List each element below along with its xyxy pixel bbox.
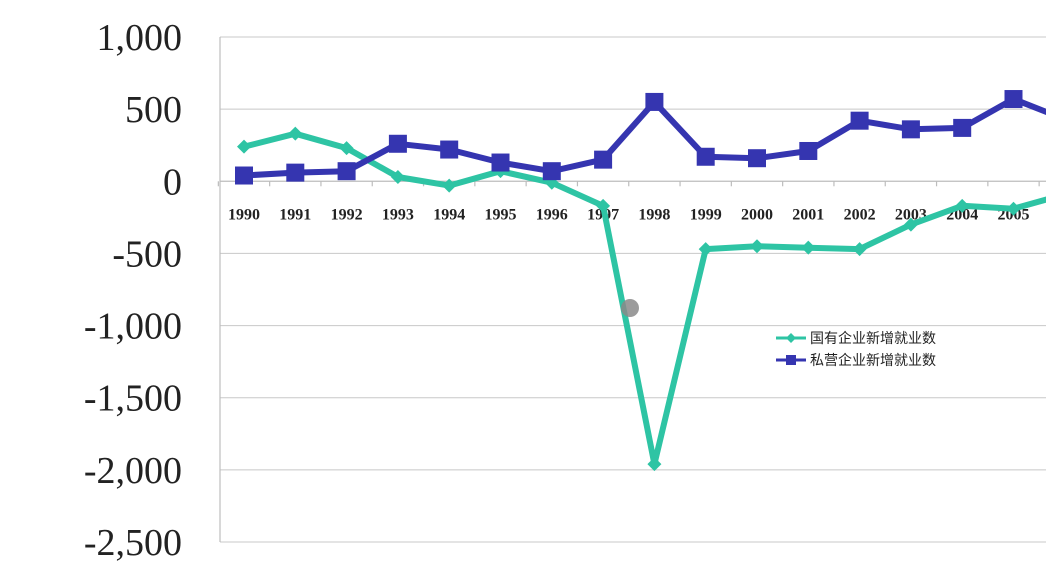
data-point: [696, 147, 715, 166]
data-point: [1006, 201, 1021, 216]
data-point: [596, 198, 611, 213]
data-point: [594, 150, 613, 169]
y-tick-label: 500: [125, 89, 182, 131]
data-point: [442, 178, 457, 193]
x-tick-label: 1994: [433, 206, 465, 223]
legend-marker: [786, 355, 796, 365]
data-point: [799, 141, 818, 160]
x-tick-label: 1992: [331, 206, 363, 223]
data-point: [237, 139, 251, 154]
x-tick-label: 1995: [485, 206, 517, 223]
data-point: [339, 141, 354, 156]
data-point: [953, 118, 972, 137]
y-tick-label: -2,000: [84, 450, 182, 492]
x-tick-label: 1991: [279, 206, 311, 223]
x-tick-label: 1993: [382, 206, 414, 223]
data-point: [235, 166, 253, 185]
series-line-1: [241, 96, 1046, 179]
x-tick-label: 2001: [792, 206, 824, 223]
axes: [217, 37, 1046, 542]
data-point: [337, 162, 356, 181]
y-tick-label: -500: [112, 233, 182, 275]
grid-lines: [220, 36, 1046, 543]
data-point: [491, 153, 510, 172]
y-tick-label: 1,000: [97, 17, 183, 59]
data-point: [801, 240, 816, 255]
data-point: [440, 140, 459, 159]
x-tick-label: 1996: [536, 206, 568, 223]
x-tick-label: 1999: [690, 206, 722, 223]
data-point: [647, 457, 662, 472]
data-point: [388, 134, 407, 153]
y-tick-label: -2,500: [84, 522, 182, 564]
y-tick-label: -1,500: [84, 378, 182, 420]
data-point: [955, 198, 970, 213]
data-point: [288, 126, 303, 141]
data-point: [698, 242, 713, 257]
x-tick-label: 2002: [844, 206, 876, 223]
data-point: [850, 111, 869, 130]
data-point: [390, 169, 405, 184]
legend-label: 国有企业新增就业数: [810, 330, 936, 347]
data-point: [750, 239, 764, 254]
cursor-dot: [621, 299, 639, 317]
data-point: [852, 242, 867, 257]
data-point: [286, 163, 305, 182]
x-tick-label: 2000: [741, 206, 773, 223]
series-lines: [235, 90, 1046, 472]
x-tick-label: 1998: [638, 206, 670, 223]
data-point: [901, 120, 920, 139]
data-point: [903, 217, 918, 232]
data-point: [542, 162, 561, 181]
data-point: [645, 92, 664, 111]
series-line-0: [241, 130, 1046, 468]
legend-label: 私营企业新增就业数: [810, 352, 936, 369]
y-axis-tick-labels: 1,000 500 0 -500 -1,000 -1,500 -2,000 -2,500: [84, 17, 182, 564]
y-tick-label: 0: [163, 161, 182, 203]
y-tick-label: -1,000: [84, 306, 182, 348]
x-tick-label: 1990: [228, 206, 260, 223]
data-point: [1004, 90, 1023, 109]
data-point: [748, 149, 766, 168]
legend-marker: [786, 333, 796, 343]
